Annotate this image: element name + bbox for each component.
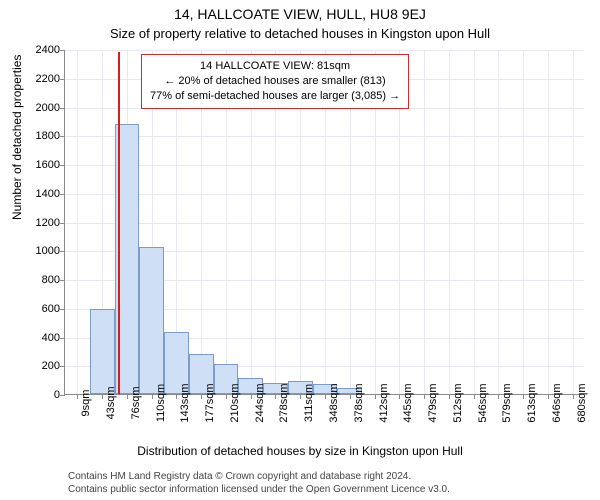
property-marker-line [118, 52, 120, 394]
ytick-label: 1000 [20, 245, 60, 257]
xtick-label: 278sqm [278, 383, 290, 422]
gridline-v [523, 50, 524, 394]
info-line-1: 14 HALLCOATE VIEW: 81sqm [150, 59, 400, 74]
xtick-mark [325, 394, 326, 399]
attribution-line-1: Contains HM Land Registry data © Crown c… [68, 470, 600, 483]
ytick-label: 2000 [20, 102, 60, 114]
xtick-mark [424, 394, 425, 399]
ytick-label: 800 [20, 274, 60, 286]
xtick-mark [449, 394, 450, 399]
xtick-label: 579sqm [501, 383, 513, 422]
ytick-label: 1800 [20, 130, 60, 142]
ytick-mark [60, 79, 65, 80]
xtick-mark [573, 394, 574, 399]
xtick-mark [176, 394, 177, 399]
ytick-label: 1400 [20, 188, 60, 200]
xtick-label: 412sqm [378, 383, 390, 422]
xtick-mark [474, 394, 475, 399]
xtick-mark [523, 394, 524, 399]
xtick-mark [77, 394, 78, 399]
ytick-mark [60, 251, 65, 252]
chart-container: 14, HALLCOATE VIEW, HULL, HU8 9EJ Size o… [0, 0, 600, 500]
page-title: 14, HALLCOATE VIEW, HULL, HU8 9EJ [0, 0, 600, 22]
xtick-mark [275, 394, 276, 399]
ytick-label: 200 [20, 360, 60, 372]
ytick-mark [60, 165, 65, 166]
xtick-mark [399, 394, 400, 399]
xtick-mark [350, 394, 351, 399]
xtick-label: 76sqm [130, 386, 142, 419]
xtick-label: 613sqm [526, 383, 538, 422]
xtick-mark [300, 394, 301, 399]
ytick-mark [60, 338, 65, 339]
info-line-2: ← 20% of detached houses are smaller (81… [150, 74, 400, 89]
xtick-mark [127, 394, 128, 399]
xtick-mark [226, 394, 227, 399]
xtick-label: 512sqm [452, 383, 464, 422]
xtick-mark [251, 394, 252, 399]
xtick-label: 445sqm [402, 383, 414, 422]
ytick-mark [60, 194, 65, 195]
xtick-label: 9sqm [80, 390, 92, 417]
ytick-label: 400 [20, 332, 60, 344]
page-subtitle: Size of property relative to detached ho… [0, 22, 600, 41]
ytick-mark [60, 223, 65, 224]
ytick-label: 1600 [20, 159, 60, 171]
xtick-mark [102, 394, 103, 399]
gridline-v [548, 50, 549, 394]
attribution: Contains HM Land Registry data © Crown c… [0, 470, 600, 496]
gridline-v [573, 50, 574, 394]
xtick-label: 143sqm [179, 383, 191, 422]
ytick-mark [60, 50, 65, 51]
xtick-mark [375, 394, 376, 399]
xtick-mark [498, 394, 499, 399]
gridline-v [449, 50, 450, 394]
ytick-label: 1200 [20, 217, 60, 229]
xtick-label: 210sqm [229, 383, 241, 422]
ytick-label: 2400 [20, 44, 60, 56]
xtick-label: 378sqm [353, 383, 365, 422]
ytick-mark [60, 108, 65, 109]
xtick-label: 244sqm [254, 383, 266, 422]
gridline-v [424, 50, 425, 394]
attribution-line-2: Contains public sector information licen… [68, 483, 600, 496]
xtick-label: 43sqm [105, 386, 117, 419]
histogram-bar [90, 309, 115, 394]
xtick-label: 110sqm [155, 384, 167, 422]
xtick-label: 177sqm [204, 383, 216, 422]
ytick-label: 600 [20, 303, 60, 315]
plot-area: 14 HALLCOATE VIEW: 81sqm ← 20% of detach… [64, 50, 584, 395]
info-line-3: 77% of semi-detached houses are larger (… [150, 89, 400, 104]
gridline-v [474, 50, 475, 394]
xtick-mark [152, 394, 153, 399]
ytick-mark [60, 366, 65, 367]
xtick-mark [201, 394, 202, 399]
x-axis-label: Distribution of detached houses by size … [0, 444, 600, 458]
ytick-mark [60, 280, 65, 281]
xtick-label: 348sqm [328, 383, 340, 422]
gridline-v [498, 50, 499, 394]
ytick-label: 2200 [20, 73, 60, 85]
ytick-mark [60, 395, 65, 396]
gridline-v [77, 50, 78, 394]
xtick-label: 546sqm [477, 383, 489, 422]
xtick-label: 646sqm [551, 383, 563, 422]
xtick-label: 479sqm [427, 383, 439, 422]
xtick-mark [548, 394, 549, 399]
ytick-label: 0 [20, 389, 60, 401]
histogram-bar [139, 247, 164, 394]
marker-info-box: 14 HALLCOATE VIEW: 81sqm ← 20% of detach… [141, 54, 409, 109]
xtick-label: 311sqm [303, 384, 315, 422]
xtick-label: 680sqm [576, 383, 588, 422]
ytick-mark [60, 309, 65, 310]
ytick-mark [60, 136, 65, 137]
